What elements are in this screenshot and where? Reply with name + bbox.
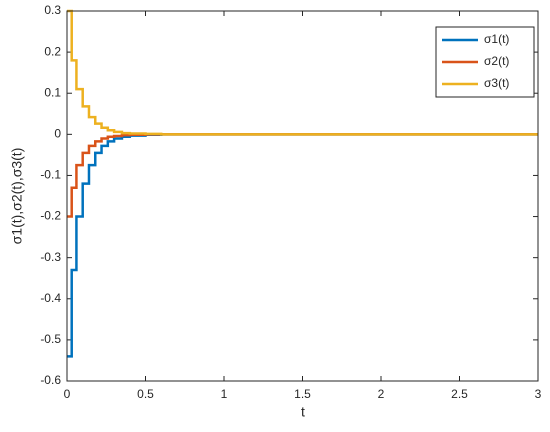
y-tick-label: -0.5 <box>40 332 61 346</box>
axes-box <box>66 10 539 382</box>
y-tick-label: -0.3 <box>40 250 61 264</box>
x-axis-label: t <box>301 404 305 420</box>
x-tick-label: 1 <box>221 387 228 401</box>
x-tick-label: 2 <box>378 387 385 401</box>
x-tick-label: 1.5 <box>294 387 311 401</box>
y-tick-label: -0.1 <box>40 168 61 182</box>
x-tick-label: 0 <box>64 387 71 401</box>
series-line <box>67 9 538 136</box>
y-tick-label: -0.2 <box>40 209 61 223</box>
x-tick-label: 0.5 <box>137 387 154 401</box>
legend-label: σ1(t) <box>484 32 509 46</box>
y-axis-label: σ1(t),σ2(t),σ3(t) <box>9 148 25 245</box>
y-tick-label: -0.4 <box>40 291 61 305</box>
y-tick-label: -0.6 <box>40 373 61 387</box>
y-tick-label: 0 <box>54 127 61 141</box>
legend-label: σ3(t) <box>484 76 509 90</box>
y-tick-label: 0.3 <box>44 3 61 17</box>
x-tick-label: 3 <box>535 387 542 401</box>
y-tick-label: 0.2 <box>44 44 61 58</box>
legend-label: σ2(t) <box>484 54 509 68</box>
y-tick-label: 0.1 <box>44 85 61 99</box>
x-tick-label: 2.5 <box>451 387 468 401</box>
